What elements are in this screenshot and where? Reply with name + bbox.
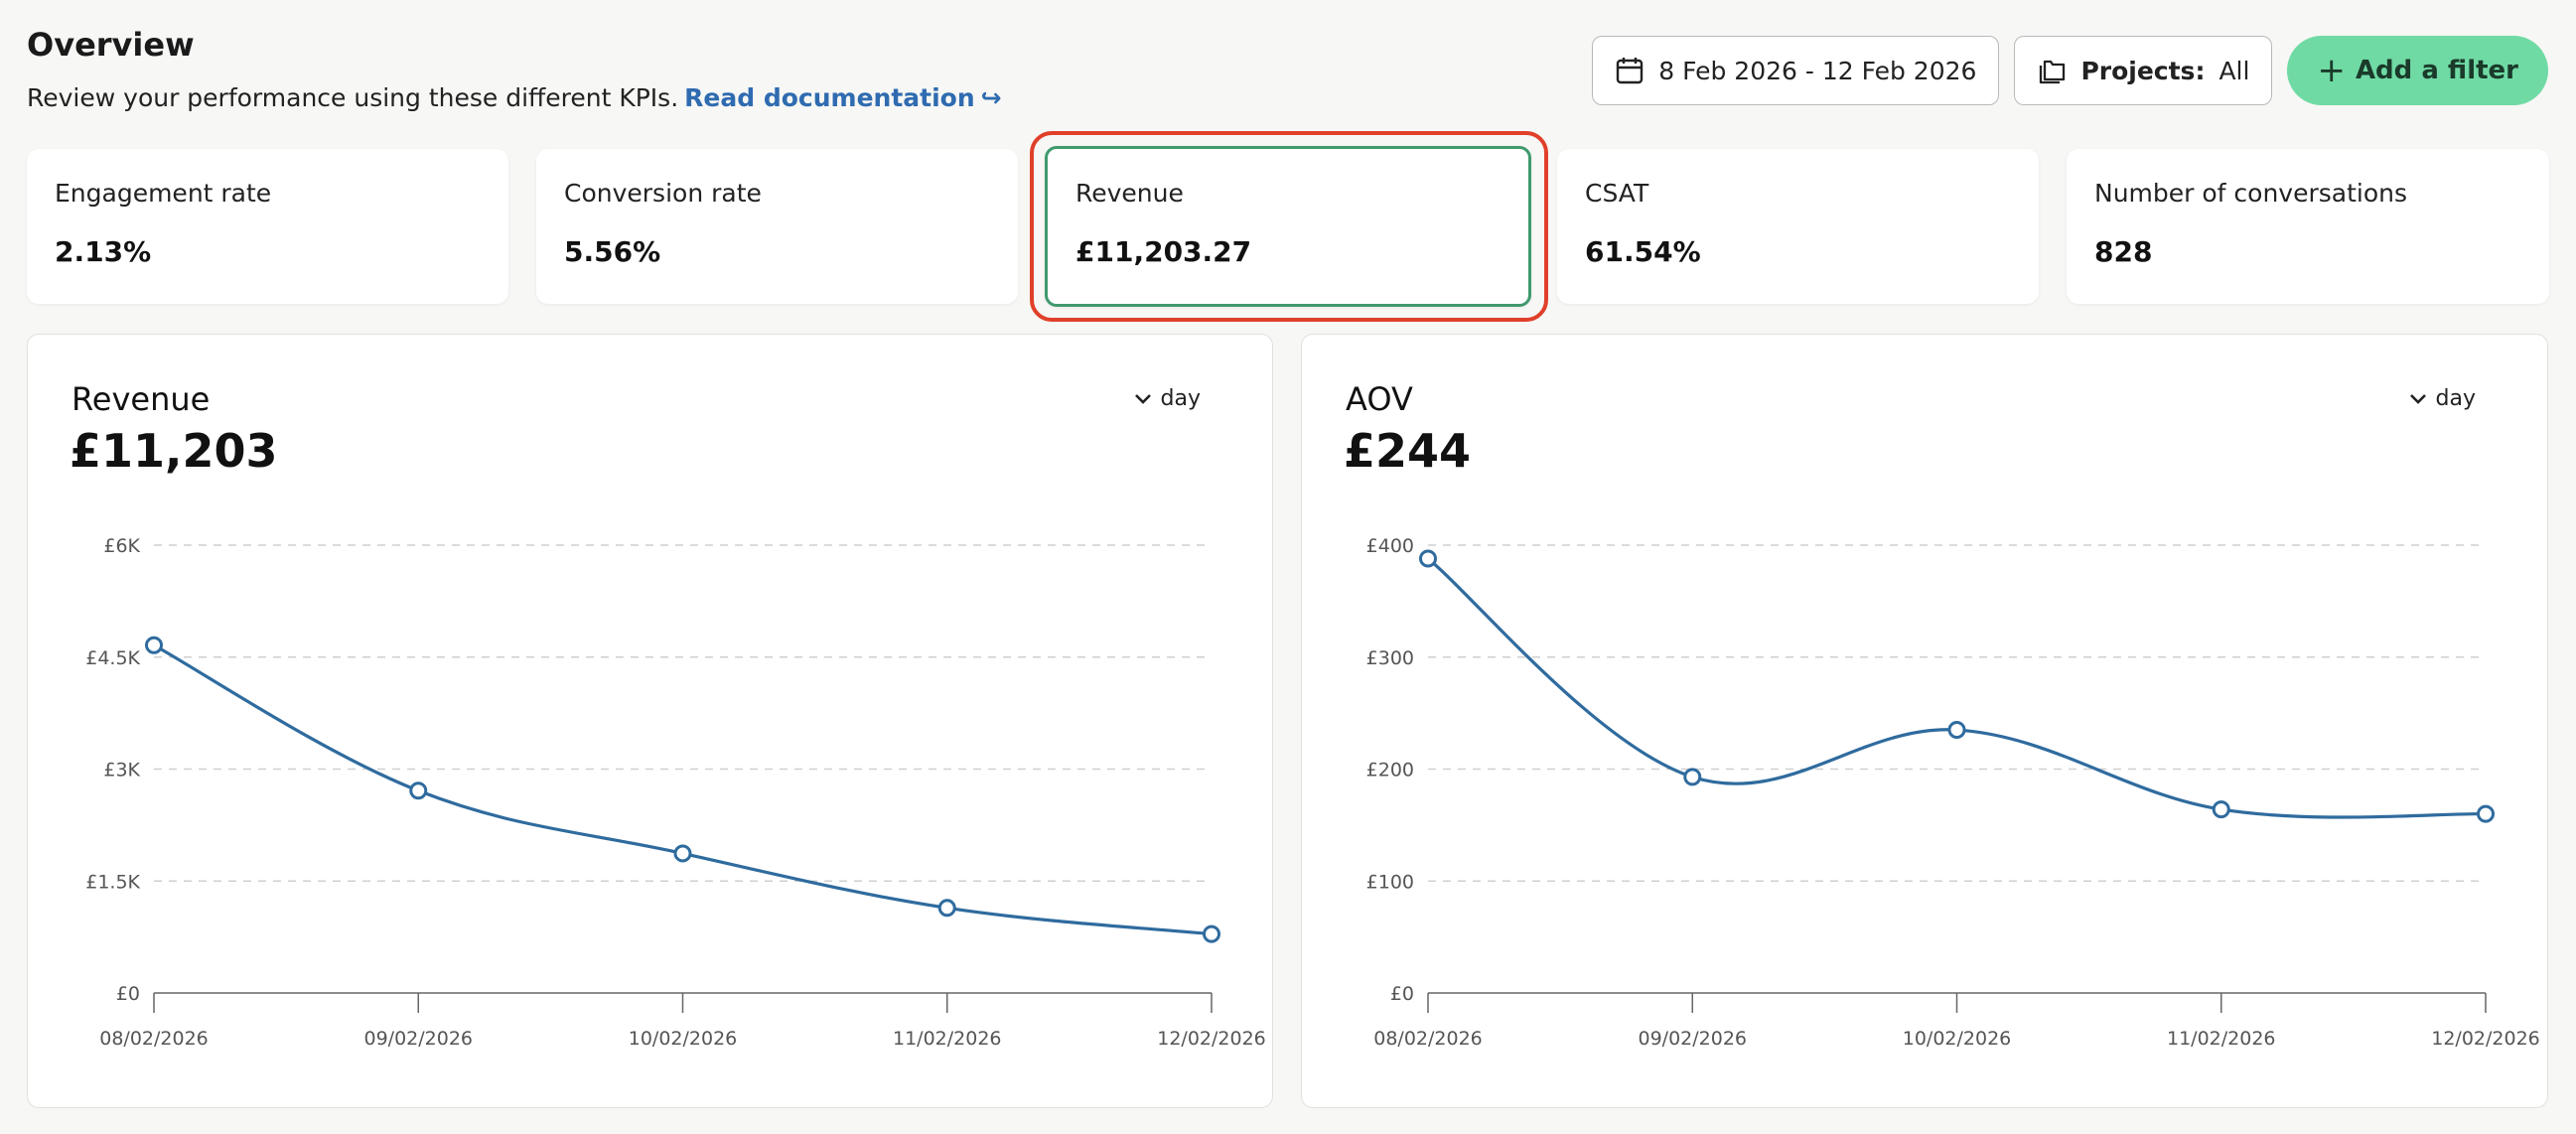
calendar-icon	[1615, 56, 1645, 85]
doc-link-label: Read documentation	[684, 83, 975, 112]
chart-total: £11,203	[70, 424, 278, 478]
y-tick-label: £4.5K	[85, 647, 140, 669]
projects-filter-button[interactable]: Projects: All	[2014, 36, 2273, 105]
kpi-card-number-of-conversations[interactable]: Number of conversations 828	[2067, 149, 2549, 304]
page-title: Overview	[27, 26, 195, 64]
granularity-value: day	[2435, 386, 2476, 411]
y-tick-label: £3K	[103, 760, 140, 781]
chart-title: Revenue	[72, 380, 211, 418]
y-tick-label: £1.5K	[85, 871, 140, 893]
projects-label: Projects:	[2080, 56, 2206, 85]
folders-icon	[2037, 56, 2067, 85]
series-line	[153, 643, 1213, 936]
page-header: Overview	[27, 26, 195, 64]
x-tick-label: 09/02/2026	[1638, 1028, 1747, 1050]
data-point	[409, 781, 428, 800]
toolbar: 8 Feb 2026 - 12 Feb 2026 Projects: All +…	[1592, 36, 2548, 105]
kpi-value: 61.54%	[1585, 235, 1701, 268]
kpi-value: 828	[2094, 235, 2153, 268]
x-tick-label: 11/02/2026	[893, 1028, 1002, 1050]
data-point	[673, 844, 692, 863]
add-filter-button[interactable]: + Add a filter	[2287, 36, 2548, 105]
kpi-label: Number of conversations	[2094, 179, 2408, 208]
date-range-button[interactable]: 8 Feb 2026 - 12 Feb 2026	[1592, 36, 2000, 105]
projects-value: All	[2218, 56, 2250, 85]
chart-total: £244	[1344, 424, 1472, 478]
data-point	[1419, 549, 1437, 568]
kpi-label: Revenue	[1075, 179, 1184, 208]
revenue-chart-card: Revenue £11,203 day £0 £1.5K £3K £4.5K £6K 08…	[27, 334, 1273, 1108]
x-tick-label: 11/02/2026	[2167, 1028, 2276, 1050]
y-tick-label: £100	[1366, 871, 1414, 893]
add-filter-label: Add a filter	[2355, 56, 2518, 85]
plus-icon: +	[2317, 51, 2346, 90]
data-point	[1203, 924, 1220, 943]
external-arrow-icon: ↪	[980, 83, 1002, 112]
kpi-value: £11,203.27	[1075, 235, 1252, 268]
data-point	[1683, 768, 1702, 786]
chevron-down-icon	[2409, 393, 2426, 404]
y-tick-label: £0	[1390, 983, 1414, 1005]
y-tick-label: £0	[116, 983, 140, 1005]
date-range-value: 8 Feb 2026 - 12 Feb 2026	[1658, 56, 1977, 85]
y-tick-label: £400	[1366, 535, 1414, 557]
aov-line-chart: £0 £100 £200 £300 £400 08/02/2026 09/02/2026 10…	[1366, 535, 2540, 1050]
granularity-dropdown[interactable]: day	[2408, 386, 2476, 411]
y-tick-label: £200	[1366, 760, 1414, 781]
x-tick-label: 12/02/2026	[1157, 1028, 1266, 1050]
y-tick-label: £6K	[103, 535, 140, 557]
chart-title: AOV	[1346, 380, 1413, 418]
kpi-value: 2.13%	[55, 235, 152, 268]
subtitle-text: Review your performance using these diff…	[27, 83, 679, 112]
page-subtitle: Review your performance using these diff…	[27, 83, 1002, 112]
kpi-card-revenue[interactable]: Revenue £11,203.27	[1045, 146, 1531, 307]
x-tick-label: 10/02/2026	[629, 1028, 738, 1050]
chevron-down-icon	[1134, 393, 1151, 404]
kpi-label: CSAT	[1585, 179, 1649, 208]
x-tick-label: 08/02/2026	[1373, 1028, 1483, 1050]
read-documentation-link[interactable]: Read documentation ↪	[684, 83, 1001, 112]
x-tick-label: 10/02/2026	[1903, 1028, 2012, 1050]
series-line	[1426, 557, 2487, 819]
data-point	[2212, 800, 2230, 819]
kpi-card-engagement-rate[interactable]: Engagement rate 2.13%	[27, 149, 508, 304]
x-tick-label: 08/02/2026	[99, 1028, 209, 1050]
granularity-dropdown[interactable]: day	[1133, 386, 1201, 411]
kpi-card-csat[interactable]: CSAT 61.54%	[1557, 149, 2039, 304]
kpi-label: Conversion rate	[564, 179, 762, 208]
data-point	[937, 899, 956, 918]
data-point	[145, 636, 163, 654]
x-tick-label: 12/02/2026	[2431, 1028, 2540, 1050]
aov-chart-card: AOV £244 day £0 £100 £200 £300 £400 08/02/202…	[1301, 334, 2548, 1108]
revenue-line-chart: £0 £1.5K £3K £4.5K £6K 08/02/2026 09/02/2026 10…	[85, 535, 1266, 1050]
kpi-card-conversion-rate[interactable]: Conversion rate 5.56%	[536, 149, 1018, 304]
kpi-value: 5.56%	[564, 235, 661, 268]
data-point	[2477, 804, 2495, 823]
kpi-label: Engagement rate	[55, 179, 272, 208]
data-point	[1947, 721, 1966, 740]
x-tick-label: 09/02/2026	[363, 1028, 473, 1050]
y-tick-label: £300	[1366, 647, 1414, 669]
granularity-value: day	[1160, 386, 1201, 411]
